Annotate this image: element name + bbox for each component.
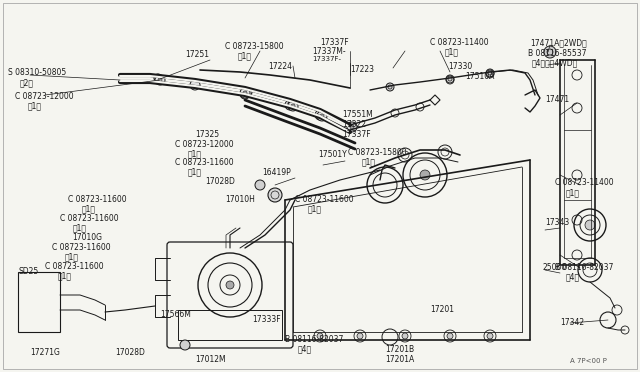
Text: （1）: （1） — [238, 51, 252, 60]
Circle shape — [446, 75, 454, 83]
Circle shape — [291, 104, 295, 108]
Circle shape — [315, 110, 325, 120]
Text: 17337M-: 17337M- — [312, 47, 346, 56]
Circle shape — [288, 100, 296, 108]
Circle shape — [486, 69, 494, 77]
Circle shape — [386, 83, 394, 91]
Text: 17510A: 17510A — [465, 72, 494, 81]
Text: 17223: 17223 — [350, 65, 374, 74]
Circle shape — [154, 74, 162, 82]
Text: 17566M: 17566M — [160, 310, 191, 319]
Circle shape — [180, 340, 190, 350]
Circle shape — [320, 114, 324, 118]
Circle shape — [155, 75, 165, 85]
Text: 17010H: 17010H — [225, 195, 255, 204]
Circle shape — [190, 80, 200, 90]
Text: （1）: （1） — [65, 252, 79, 261]
Circle shape — [244, 88, 252, 96]
Text: （4）　（4WD）: （4） （4WD） — [532, 58, 579, 67]
Circle shape — [255, 180, 265, 190]
Text: 17325: 17325 — [195, 130, 219, 139]
Text: C 08723-11600: C 08723-11600 — [45, 262, 104, 271]
Text: （1）: （1） — [188, 149, 202, 158]
Text: （1）: （1） — [445, 47, 459, 56]
Text: （1）: （1） — [566, 188, 580, 197]
Text: 17471A（2WD）: 17471A（2WD） — [530, 38, 587, 47]
Text: 17342: 17342 — [560, 318, 584, 327]
Circle shape — [268, 188, 282, 202]
Text: 17010G: 17010G — [72, 233, 102, 242]
Circle shape — [317, 333, 323, 339]
Bar — [178, 310, 282, 340]
Text: 17251: 17251 — [185, 50, 209, 59]
Text: 17471: 17471 — [545, 95, 569, 104]
Text: 17271G: 17271G — [30, 348, 60, 357]
Circle shape — [288, 101, 298, 111]
Circle shape — [350, 125, 354, 129]
Text: C 08723-11400: C 08723-11400 — [430, 38, 488, 47]
Text: S 08310-50805: S 08310-50805 — [8, 68, 67, 77]
Text: 17322: 17322 — [342, 120, 366, 129]
Text: （2）: （2） — [20, 78, 34, 87]
Text: （1）: （1） — [308, 204, 322, 213]
Text: 17028D: 17028D — [205, 177, 235, 186]
Text: B 08116-82037: B 08116-82037 — [555, 263, 613, 272]
Circle shape — [317, 111, 327, 121]
Circle shape — [487, 333, 493, 339]
Text: SD25: SD25 — [18, 267, 38, 276]
Circle shape — [585, 220, 595, 230]
Text: 17337F: 17337F — [342, 130, 371, 139]
Text: 17337F: 17337F — [320, 38, 349, 47]
Circle shape — [243, 91, 247, 95]
Text: B 08116-85537: B 08116-85537 — [528, 49, 586, 58]
Circle shape — [226, 281, 234, 289]
Text: （4）: （4） — [298, 344, 312, 353]
Text: （1）: （1） — [82, 204, 96, 213]
Text: C 08723-12000: C 08723-12000 — [15, 92, 74, 101]
Text: （1）: （1） — [362, 157, 376, 166]
Text: 17012M: 17012M — [195, 355, 226, 364]
Text: （1）: （1） — [188, 167, 202, 176]
Circle shape — [420, 170, 430, 180]
Text: C 08723-11600: C 08723-11600 — [52, 243, 111, 252]
Circle shape — [240, 88, 250, 98]
Text: B 08116-82037: B 08116-82037 — [285, 335, 344, 344]
Text: C 08723-11600: C 08723-11600 — [295, 195, 354, 204]
Text: C 08723-11600: C 08723-11600 — [68, 195, 127, 204]
Circle shape — [402, 333, 408, 339]
Text: 17028D: 17028D — [115, 348, 145, 357]
Text: 17201A: 17201A — [385, 355, 414, 364]
Text: 17333F: 17333F — [252, 315, 280, 324]
Text: C 08723-12000: C 08723-12000 — [175, 140, 234, 149]
Circle shape — [158, 78, 162, 82]
Circle shape — [357, 333, 363, 339]
Text: 17337F-: 17337F- — [312, 56, 341, 62]
Text: C 08723-15800: C 08723-15800 — [225, 42, 284, 51]
Text: C 08723-11400: C 08723-11400 — [555, 178, 614, 187]
Text: 17330: 17330 — [448, 62, 472, 71]
Text: A 7P<00 P: A 7P<00 P — [570, 358, 607, 364]
Text: 17501Y: 17501Y — [318, 150, 347, 159]
Text: （1）: （1） — [73, 223, 87, 232]
Circle shape — [240, 89, 250, 99]
Text: （4）: （4） — [566, 272, 580, 281]
Text: 17551M: 17551M — [342, 110, 372, 119]
Text: C 08723-15800: C 08723-15800 — [348, 148, 406, 157]
Text: 17224: 17224 — [268, 62, 292, 71]
Text: C 08723-11600: C 08723-11600 — [175, 158, 234, 167]
Text: 16419P: 16419P — [262, 168, 291, 177]
Text: （1）: （1） — [58, 271, 72, 280]
Circle shape — [447, 333, 453, 339]
Text: （1）: （1） — [28, 101, 42, 110]
Circle shape — [285, 100, 295, 110]
Text: 17201B: 17201B — [385, 345, 414, 354]
Text: 17343: 17343 — [545, 218, 569, 227]
Text: C 08723-11600: C 08723-11600 — [60, 214, 118, 223]
Circle shape — [347, 122, 357, 132]
Circle shape — [544, 46, 556, 58]
Bar — [18, 272, 60, 332]
Text: 25060: 25060 — [543, 263, 567, 272]
Text: 17201: 17201 — [430, 305, 454, 314]
